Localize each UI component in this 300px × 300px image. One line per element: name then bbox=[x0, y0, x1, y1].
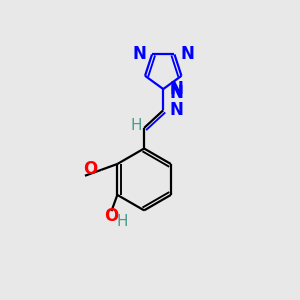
Text: N: N bbox=[180, 45, 194, 63]
Text: N: N bbox=[170, 84, 184, 102]
Text: H: H bbox=[116, 214, 128, 229]
Text: O: O bbox=[83, 160, 98, 178]
Text: O: O bbox=[104, 207, 118, 225]
Text: N: N bbox=[170, 80, 184, 98]
Text: H: H bbox=[130, 118, 142, 133]
Text: N: N bbox=[132, 45, 146, 63]
Text: N: N bbox=[170, 101, 184, 119]
